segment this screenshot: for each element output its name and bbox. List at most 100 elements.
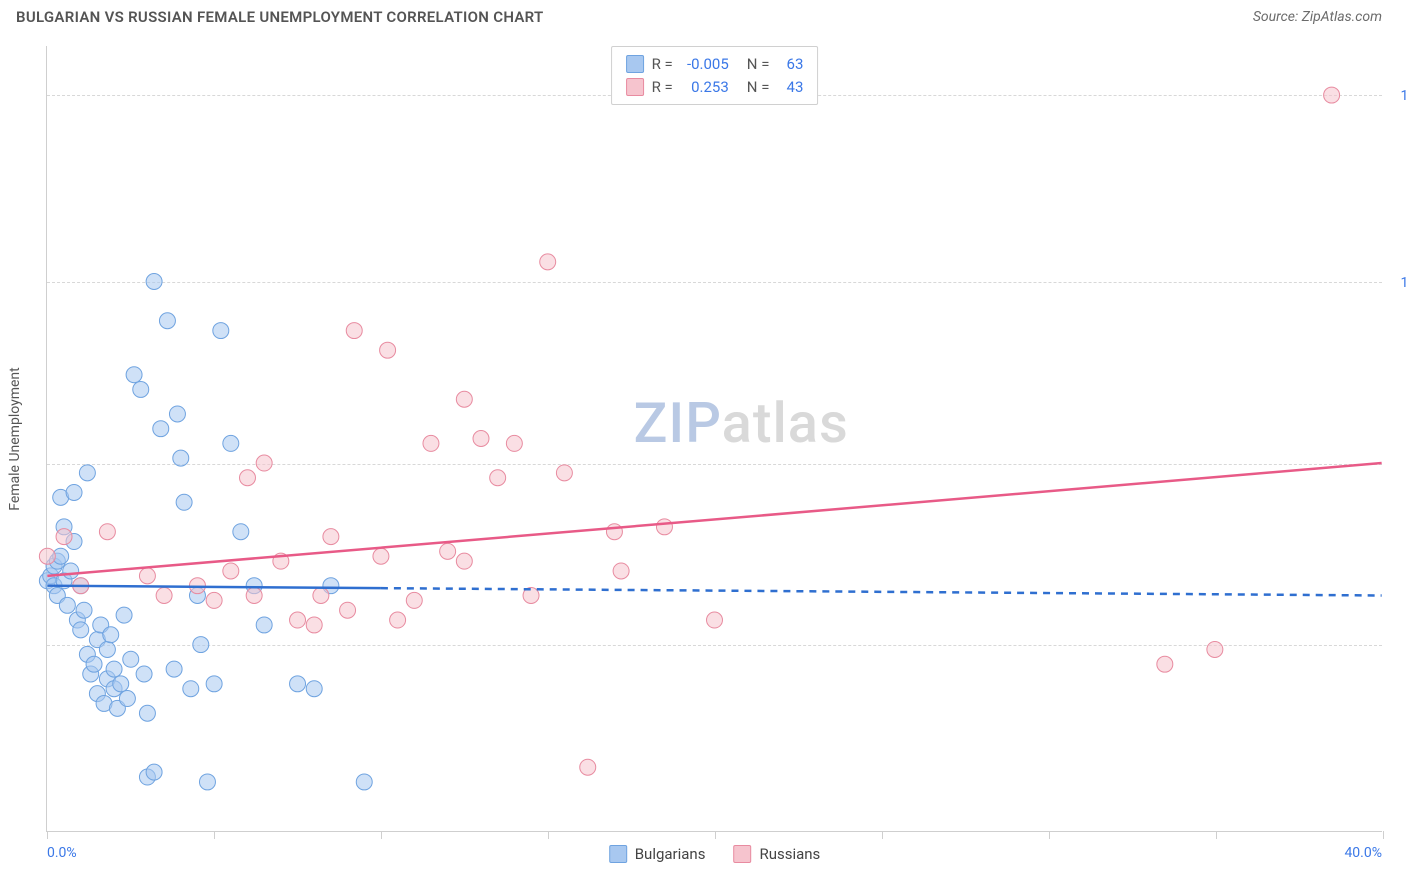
scatter-point-russians bbox=[540, 254, 556, 270]
legend-correlation-box: R = -0.005 N = 63 R = 0.253 N = 43 bbox=[611, 46, 819, 105]
scatter-point-bulgarians bbox=[146, 764, 162, 780]
swatch-russians-icon bbox=[626, 78, 644, 96]
scatter-point-bulgarians bbox=[199, 774, 215, 790]
scatter-point-russians bbox=[256, 455, 272, 471]
legend-series: Bulgarians Russians bbox=[609, 845, 821, 863]
scatter-point-bulgarians bbox=[213, 323, 229, 339]
source-label: Source: ZipAtlas.com bbox=[1253, 9, 1382, 25]
legend-n-label: N = bbox=[747, 53, 770, 76]
scatter-point-russians bbox=[340, 602, 356, 618]
scatter-point-russians bbox=[406, 592, 422, 608]
scatter-point-bulgarians bbox=[169, 406, 185, 422]
scatter-point-russians bbox=[1157, 656, 1173, 672]
scatter-point-russians bbox=[39, 548, 55, 564]
scatter-point-russians bbox=[473, 431, 489, 447]
scatter-point-bulgarians bbox=[73, 622, 89, 638]
legend-n-value-russians: 43 bbox=[777, 76, 803, 99]
scatter-point-bulgarians bbox=[290, 676, 306, 692]
swatch-russians-icon bbox=[733, 845, 751, 863]
scatter-point-russians bbox=[456, 553, 472, 569]
x-tick bbox=[214, 831, 215, 839]
legend-row-russians: R = 0.253 N = 43 bbox=[626, 76, 804, 99]
y-tick-label: 11.2% bbox=[1388, 275, 1406, 291]
legend-row-bulgarians: R = -0.005 N = 63 bbox=[626, 53, 804, 76]
scatter-point-russians bbox=[290, 612, 306, 628]
scatter-point-bulgarians bbox=[146, 274, 162, 290]
scatter-point-russians bbox=[1324, 87, 1340, 103]
scatter-point-russians bbox=[246, 588, 262, 604]
scatter-point-russians bbox=[606, 524, 622, 540]
x-tick bbox=[548, 831, 549, 839]
scatter-point-bulgarians bbox=[176, 494, 192, 510]
scatter-point-russians bbox=[346, 323, 362, 339]
x-tick bbox=[47, 831, 48, 839]
scatter-point-bulgarians bbox=[66, 484, 82, 500]
scatter-point-bulgarians bbox=[256, 617, 272, 633]
scatter-point-bulgarians bbox=[223, 435, 239, 451]
scatter-point-russians bbox=[1207, 641, 1223, 657]
scatter-point-bulgarians bbox=[63, 563, 79, 579]
scatter-point-bulgarians bbox=[116, 607, 132, 623]
legend-item-bulgarians: Bulgarians bbox=[609, 845, 706, 863]
scatter-point-bulgarians bbox=[126, 367, 142, 383]
x-tick bbox=[1049, 831, 1050, 839]
x-tick bbox=[381, 831, 382, 839]
scatter-point-russians bbox=[440, 543, 456, 559]
legend-label-bulgarians: Bulgarians bbox=[635, 845, 706, 863]
y-tick-label: 3.8% bbox=[1388, 638, 1406, 654]
scatter-point-bulgarians bbox=[166, 661, 182, 677]
legend-n-value-bulgarians: 63 bbox=[777, 53, 803, 76]
x-tick bbox=[1383, 831, 1384, 839]
scatter-point-bulgarians bbox=[159, 313, 175, 329]
scatter-point-russians bbox=[223, 563, 239, 579]
legend-item-russians: Russians bbox=[733, 845, 820, 863]
scatter-point-russians bbox=[490, 470, 506, 486]
scatter-point-russians bbox=[707, 612, 723, 628]
scatter-point-bulgarians bbox=[153, 421, 169, 437]
scatter-point-bulgarians bbox=[133, 381, 149, 397]
legend-n-label: N = bbox=[747, 76, 770, 99]
chart-plot-area: Female Unemployment 3.8%7.5%11.2%15.0% 0… bbox=[46, 46, 1382, 832]
legend-r-label: R = bbox=[652, 76, 673, 99]
scatter-point-bulgarians bbox=[183, 681, 199, 697]
scatter-point-bulgarians bbox=[139, 705, 155, 721]
x-axis-min-label: 0.0% bbox=[47, 845, 77, 861]
legend-label-russians: Russians bbox=[759, 845, 820, 863]
scatter-point-bulgarians bbox=[136, 666, 152, 682]
scatter-point-bulgarians bbox=[306, 681, 322, 697]
scatter-point-russians bbox=[580, 759, 596, 775]
scatter-point-bulgarians bbox=[113, 676, 129, 692]
scatter-point-russians bbox=[323, 529, 339, 545]
swatch-bulgarians-icon bbox=[626, 55, 644, 73]
scatter-point-bulgarians bbox=[233, 524, 249, 540]
scatter-point-bulgarians bbox=[193, 637, 209, 653]
scatter-point-bulgarians bbox=[76, 602, 92, 618]
scatter-point-bulgarians bbox=[119, 691, 135, 707]
x-tick bbox=[882, 831, 883, 839]
scatter-point-russians bbox=[380, 342, 396, 358]
scatter-point-russians bbox=[306, 617, 322, 633]
scatter-point-bulgarians bbox=[79, 465, 95, 481]
scatter-point-bulgarians bbox=[206, 676, 222, 692]
scatter-point-russians bbox=[423, 435, 439, 451]
scatter-plot-svg bbox=[47, 46, 1382, 831]
scatter-point-russians bbox=[240, 470, 256, 486]
scatter-point-bulgarians bbox=[99, 641, 115, 657]
scatter-point-bulgarians bbox=[86, 656, 102, 672]
y-axis-title: Female Unemployment bbox=[7, 367, 23, 511]
scatter-point-russians bbox=[156, 588, 172, 604]
scatter-point-russians bbox=[139, 568, 155, 584]
scatter-point-bulgarians bbox=[103, 627, 119, 643]
scatter-point-russians bbox=[556, 465, 572, 481]
legend-r-value-russians: 0.253 bbox=[681, 76, 729, 99]
scatter-point-russians bbox=[613, 563, 629, 579]
scatter-point-bulgarians bbox=[123, 651, 139, 667]
chart-title: BULGARIAN VS RUSSIAN FEMALE UNEMPLOYMENT… bbox=[16, 8, 544, 26]
chart-header: BULGARIAN VS RUSSIAN FEMALE UNEMPLOYMENT… bbox=[0, 0, 1406, 30]
scatter-point-russians bbox=[373, 548, 389, 564]
y-tick-label: 7.5% bbox=[1388, 457, 1406, 473]
scatter-point-russians bbox=[656, 519, 672, 535]
scatter-point-russians bbox=[506, 435, 522, 451]
x-axis-max-label: 40.0% bbox=[1344, 845, 1382, 861]
x-tick bbox=[1216, 831, 1217, 839]
